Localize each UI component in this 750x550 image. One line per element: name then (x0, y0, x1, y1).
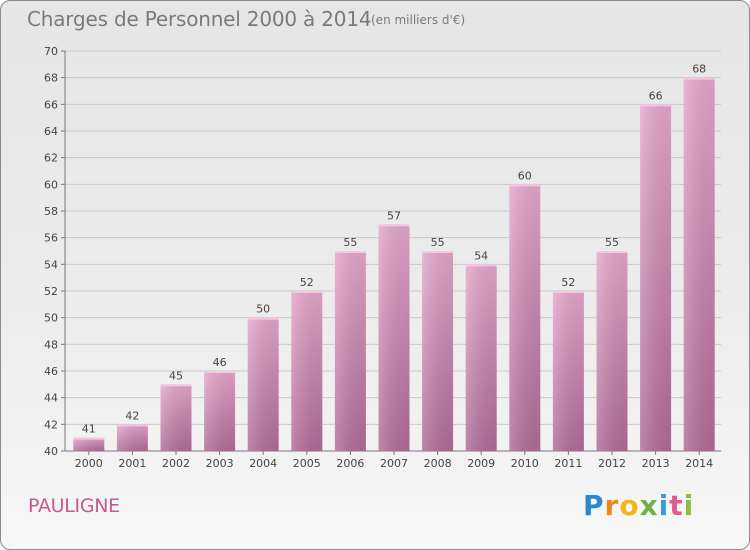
bar-top-highlight (160, 384, 192, 387)
bar-shading (552, 291, 584, 451)
bar-shading (291, 291, 323, 451)
y-tick-label: 60 (44, 178, 58, 191)
bar-top-highlight (640, 104, 672, 107)
bar-shading (640, 104, 672, 451)
value-label: 57 (387, 209, 401, 222)
y-tick-label: 52 (44, 285, 58, 298)
bar-top-highlight (334, 251, 366, 253)
x-tick-label: 2010 (511, 457, 539, 470)
y-tick-label: 54 (44, 258, 58, 271)
bar-top-highlight (116, 424, 148, 427)
x-tick-label: 2009 (467, 457, 495, 470)
bar-top-highlight (509, 184, 541, 187)
x-tick-label: 2003 (206, 457, 234, 470)
y-tick-label: 68 (44, 72, 58, 85)
y-tick-label: 46 (44, 365, 58, 378)
bar-shading (378, 224, 410, 451)
value-label: 41 (82, 423, 96, 436)
bar-top-highlight (683, 77, 715, 80)
value-label: 45 (169, 369, 183, 382)
value-label: 55 (431, 236, 445, 249)
y-tick-label: 44 (44, 392, 58, 405)
y-tick-label: 58 (44, 205, 58, 218)
logo-letter: t (669, 489, 684, 522)
x-tick-label: 2006 (336, 457, 364, 470)
y-tick-label: 40 (44, 445, 58, 458)
logo-letter: r (604, 489, 620, 522)
value-label: 52 (300, 276, 314, 289)
bar-top-highlight (596, 251, 628, 253)
bar-top-highlight (291, 291, 323, 293)
bar-shading (422, 251, 454, 451)
bar-top-highlight (73, 437, 105, 440)
bar-top-highlight (378, 224, 410, 227)
logo-letter: i (658, 489, 670, 522)
x-tick-label: 2005 (293, 457, 321, 470)
bars (73, 77, 715, 452)
bar-shading (73, 437, 105, 451)
y-tick-label: 42 (44, 418, 58, 431)
labels: 41 42 45 46 50 52 55 57 55 54 60 52 55 66 68 (82, 63, 706, 436)
y-tick-label: 48 (44, 338, 58, 351)
logo-letter: P (583, 489, 605, 522)
x-tick-label: 2008 (424, 457, 452, 470)
bar-shading (160, 384, 192, 451)
x-tick-label: 2002 (162, 457, 190, 470)
y-tick-label: 62 (44, 152, 58, 165)
proxiti-logo: Proxiti (583, 489, 694, 522)
bar-top-highlight (422, 251, 454, 253)
bar-shading (247, 317, 279, 451)
x-tick-label: 2000 (75, 457, 103, 470)
bar-shading (596, 251, 628, 451)
y-tick-label: 56 (44, 232, 58, 245)
y-tick-label: 50 (44, 312, 58, 325)
y-tick-label: 70 (44, 45, 58, 58)
x-tick-label: 2007 (380, 457, 408, 470)
value-label: 68 (692, 63, 706, 76)
bar-top-highlight (247, 317, 279, 320)
value-label: 42 (125, 409, 139, 422)
value-label: 46 (213, 356, 227, 369)
x-tick-label: 2001 (118, 457, 146, 470)
value-label: 55 (605, 236, 619, 249)
bar-top-highlight (204, 371, 236, 373)
x-tick-label: 2011 (554, 457, 582, 470)
bar-top-highlight (552, 291, 584, 293)
x-tick-label: 2012 (598, 457, 626, 470)
chart-title: Charges de Personnel 2000 à 2014 (27, 7, 372, 31)
logo-letter: o (619, 489, 640, 522)
logo-letter: x (639, 489, 659, 522)
bar-shading (204, 371, 236, 451)
bar-shading (683, 77, 715, 452)
bar-shading (334, 251, 366, 451)
logo-letter: i (683, 489, 695, 522)
bar-shading (509, 184, 541, 452)
value-label: 54 (474, 249, 488, 262)
value-label: 60 (518, 169, 532, 182)
value-label: 52 (561, 276, 575, 289)
value-label: 55 (343, 236, 357, 249)
place-name: PAULIGNE (28, 495, 120, 517)
value-label: 66 (649, 89, 663, 102)
x-tick-label: 2014 (685, 457, 713, 470)
value-label: 50 (256, 303, 270, 316)
bar-shading (116, 424, 148, 451)
bar-shading (465, 264, 497, 451)
chart-subtitle: (en milliers d'€) (371, 13, 466, 27)
bar-top-highlight (465, 264, 497, 267)
x-tick-label: 2004 (249, 457, 277, 470)
y-tick-label: 66 (44, 98, 58, 111)
y-tick-label: 64 (44, 125, 58, 138)
x-tick-label: 2013 (642, 457, 670, 470)
